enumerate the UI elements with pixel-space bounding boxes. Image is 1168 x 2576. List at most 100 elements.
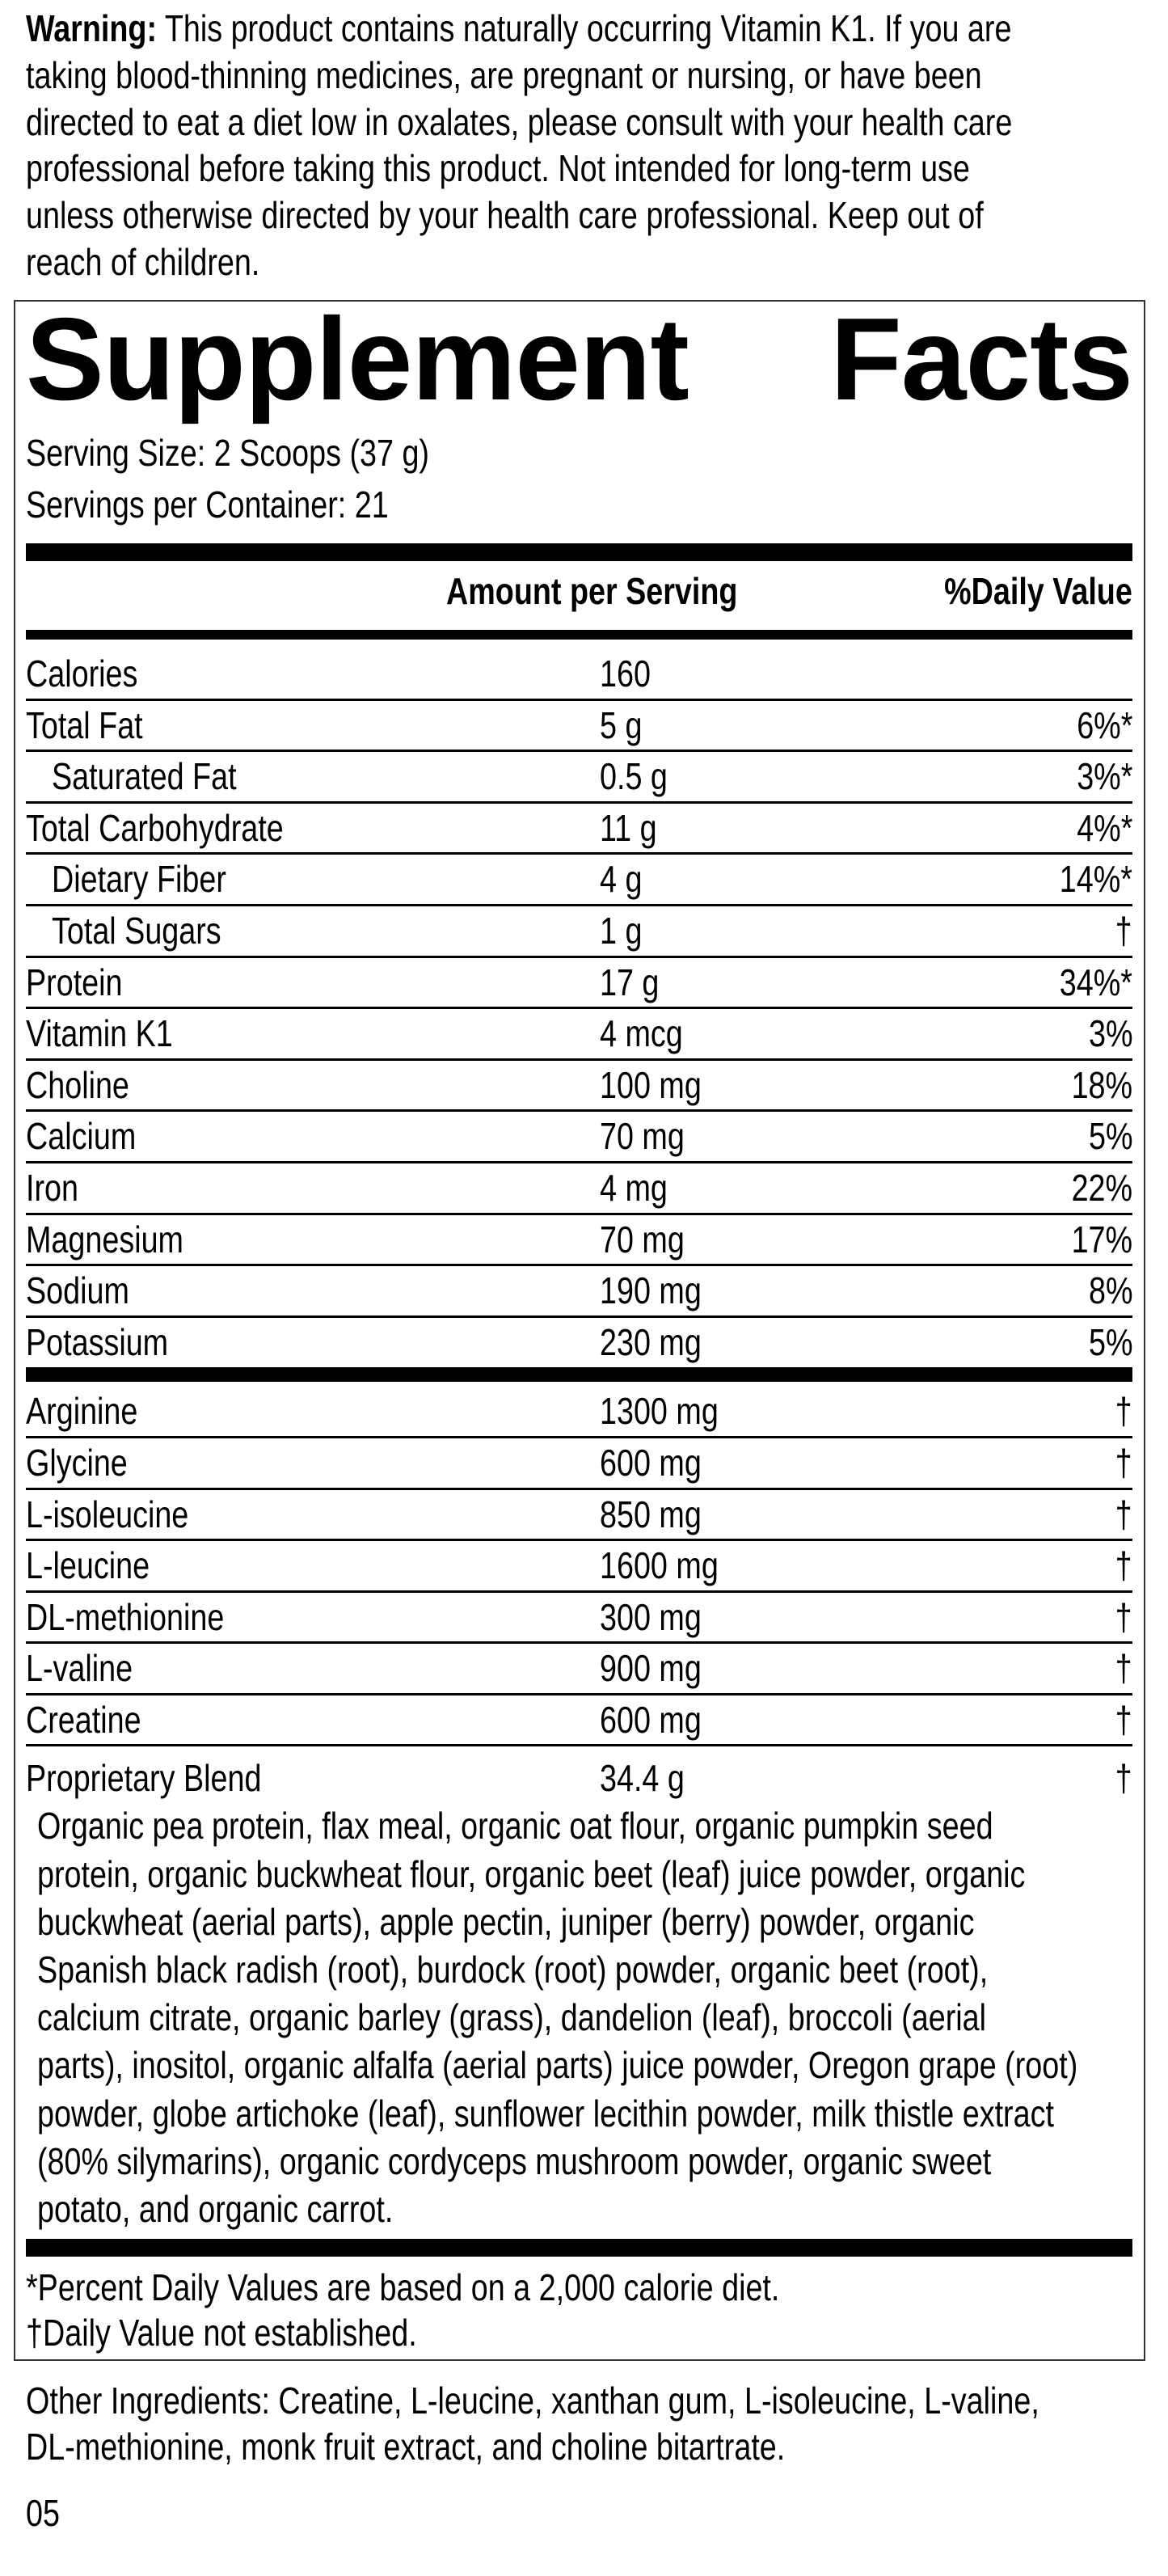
nutrient-amount: 5 g	[600, 703, 643, 746]
table-row: Potassium 230 mg 5%	[26, 1318, 1132, 1370]
nutrient-daily-value: †	[1115, 1390, 1132, 1433]
nutrient-amount: 1300 mg	[600, 1390, 719, 1433]
nutrient-name: Glycine	[26, 1441, 128, 1484]
title-word: Supplement	[26, 293, 689, 424]
blend-row: Proprietary Blend 34.4 g †	[26, 1746, 1132, 1810]
table-row: Calories 160	[26, 649, 1132, 701]
nutrient-daily-value: 5%	[1088, 1115, 1132, 1158]
nutrient-amount: 17 g	[600, 961, 660, 1003]
amino-acid-list: Arginine 1300 mg † Glycine 600 mg † L-isoleuci…	[26, 1387, 1132, 1747]
header-amount: Amount per Serving	[446, 570, 738, 612]
divider-bar	[26, 543, 1132, 561]
servings-per-container: Servings per Container: 21	[26, 484, 389, 526]
blend-daily-value: †	[1115, 1757, 1132, 1800]
nutrient-daily-value: †	[1115, 909, 1132, 952]
warning-line: taking blood-thinning medicines, are pre…	[26, 53, 982, 96]
nutrient-name: Creatine	[26, 1698, 141, 1741]
table-row: Choline 100 mg 18%	[26, 1061, 1132, 1113]
table-row: Sodium 190 mg 8%	[26, 1266, 1132, 1318]
nutrient-name: L-isoleucine	[26, 1493, 189, 1535]
nutrient-name: Total Carbohydrate	[26, 806, 284, 849]
nutrient-amount: 600 mg	[600, 1698, 702, 1741]
table-row: L-leucine 1600 mg †	[26, 1541, 1132, 1593]
nutrient-daily-value: †	[1115, 1544, 1132, 1587]
nutrient-name: Arginine	[26, 1390, 138, 1433]
nutrient-amount: 160	[600, 652, 651, 695]
nutrient-name: Vitamin K1	[26, 1012, 173, 1055]
header-daily-value: %Daily Value	[944, 570, 1132, 612]
warning-line: directed to eat a diet low in oxalates, …	[26, 100, 1013, 143]
nutrient-amount: 4 mcg	[600, 1012, 683, 1055]
warning-text: Warning: This product contains naturally…	[26, 6, 1168, 286]
nutrient-amount: 230 mg	[600, 1320, 702, 1363]
nutrient-amount: 600 mg	[600, 1441, 702, 1484]
nutrient-name: DL-methionine	[26, 1595, 225, 1638]
nutrient-name: Total Fat	[26, 703, 143, 746]
nutrient-daily-value: 6%*	[1076, 703, 1132, 746]
nutrient-amount: 0.5 g	[600, 755, 668, 798]
nutrient-daily-value: †	[1115, 1698, 1132, 1741]
nutrient-name: Saturated Fat	[52, 755, 237, 798]
blend-amount: 34.4 g	[600, 1757, 685, 1800]
nutrient-daily-value: †	[1115, 1441, 1132, 1484]
nutrient-name: Protein	[26, 961, 123, 1003]
nutrient-daily-value: 8%	[1088, 1269, 1132, 1312]
nutrient-daily-value: 34%*	[1059, 961, 1132, 1003]
warning-line: reach of children.	[26, 240, 260, 283]
panel-title: Supplement Facts	[26, 293, 1133, 424]
nutrient-amount: 4 g	[600, 858, 643, 901]
footnote-daily-values: *Percent Daily Values are based on a 2,0…	[26, 2266, 780, 2309]
blend-ingredients-line: (80% silymarins), organic cordyceps mush…	[37, 2139, 992, 2182]
table-row: Magnesium 70 mg 17%	[26, 1215, 1132, 1267]
blend-ingredients-line: powder, globe artichoke (leaf), sunflowe…	[37, 2092, 1054, 2135]
nutrient-daily-value: 3%*	[1076, 755, 1132, 798]
nutrient-daily-value: †	[1115, 1493, 1132, 1535]
nutrient-amount: 1 g	[600, 909, 643, 952]
divider-bar	[26, 2239, 1132, 2257]
blend-ingredients: Organic pea protein, flax meal, organic …	[26, 1802, 1132, 2233]
nutrient-name: Potassium	[26, 1320, 169, 1363]
serving-size: Serving Size: 2 Scoops (37 g)	[26, 432, 430, 474]
nutrient-daily-value: 4%*	[1076, 806, 1132, 849]
blend-ingredients-line: calcium citrate, organic barley (grass),…	[37, 1996, 987, 2039]
other-ingredients-line: DL-methionine, monk fruit extract, and c…	[26, 2426, 786, 2468]
table-row: L-valine 900 mg †	[26, 1644, 1132, 1696]
nutrient-daily-value: 22%	[1071, 1166, 1132, 1209]
label-code: 05	[26, 2492, 60, 2534]
nutrient-amount: 300 mg	[600, 1595, 702, 1638]
nutrient-name: Magnesium	[26, 1218, 183, 1261]
nutrient-daily-value: 17%	[1071, 1218, 1132, 1261]
nutrient-name: L-leucine	[26, 1544, 150, 1587]
footnote-not-established: †Daily Value not established.	[26, 2312, 417, 2354]
nutrient-name: Calcium	[26, 1115, 137, 1158]
nutrient-daily-value: 18%	[1071, 1063, 1132, 1106]
nutrient-name: Iron	[26, 1166, 78, 1209]
column-header: Amount per Serving %Daily Value	[26, 561, 1132, 630]
table-row: DL-methionine 300 mg †	[26, 1593, 1132, 1645]
nutrient-name: Total Sugars	[52, 909, 221, 952]
nutrient-amount: 100 mg	[600, 1063, 702, 1106]
other-ingredients-line: Other Ingredients: Creatine, L-leucine, …	[26, 2380, 1039, 2422]
nutrient-amount: 70 mg	[600, 1115, 685, 1158]
table-row: Protein 17 g 34%*	[26, 958, 1132, 1010]
nutrient-amount: 190 mg	[600, 1269, 702, 1312]
warning-label: Warning:	[26, 7, 158, 49]
nutrient-name: L-valine	[26, 1647, 133, 1690]
table-row: Total Carbohydrate 11 g 4%*	[26, 804, 1132, 855]
divider-bar	[26, 630, 1132, 640]
supplement-facts-panel: Supplement Facts Serving Size: 2 Scoops …	[14, 293, 1145, 2361]
divider-bar	[26, 1367, 1132, 1383]
table-row: Saturated Fat 0.5 g 3%*	[26, 752, 1132, 804]
table-row: Dietary Fiber 4 g 14%*	[26, 855, 1132, 906]
warning-line: professional before taking this product.…	[26, 147, 970, 190]
nutrient-name: Calories	[26, 652, 138, 695]
nutrient-amount: 1600 mg	[600, 1544, 719, 1587]
table-row: Calcium 70 mg 5%	[26, 1112, 1132, 1163]
table-row: Glycine 600 mg †	[26, 1438, 1132, 1490]
nutrient-amount: 11 g	[600, 806, 657, 849]
table-row: Total Sugars 1 g †	[26, 906, 1132, 958]
other-ingredients: Other Ingredients: Creatine, L-leucine, …	[26, 2378, 1168, 2470]
nutrient-name: Sodium	[26, 1269, 129, 1312]
nutrient-amount: 900 mg	[600, 1647, 702, 1690]
table-row: Vitamin K1 4 mcg 3%	[26, 1009, 1132, 1061]
